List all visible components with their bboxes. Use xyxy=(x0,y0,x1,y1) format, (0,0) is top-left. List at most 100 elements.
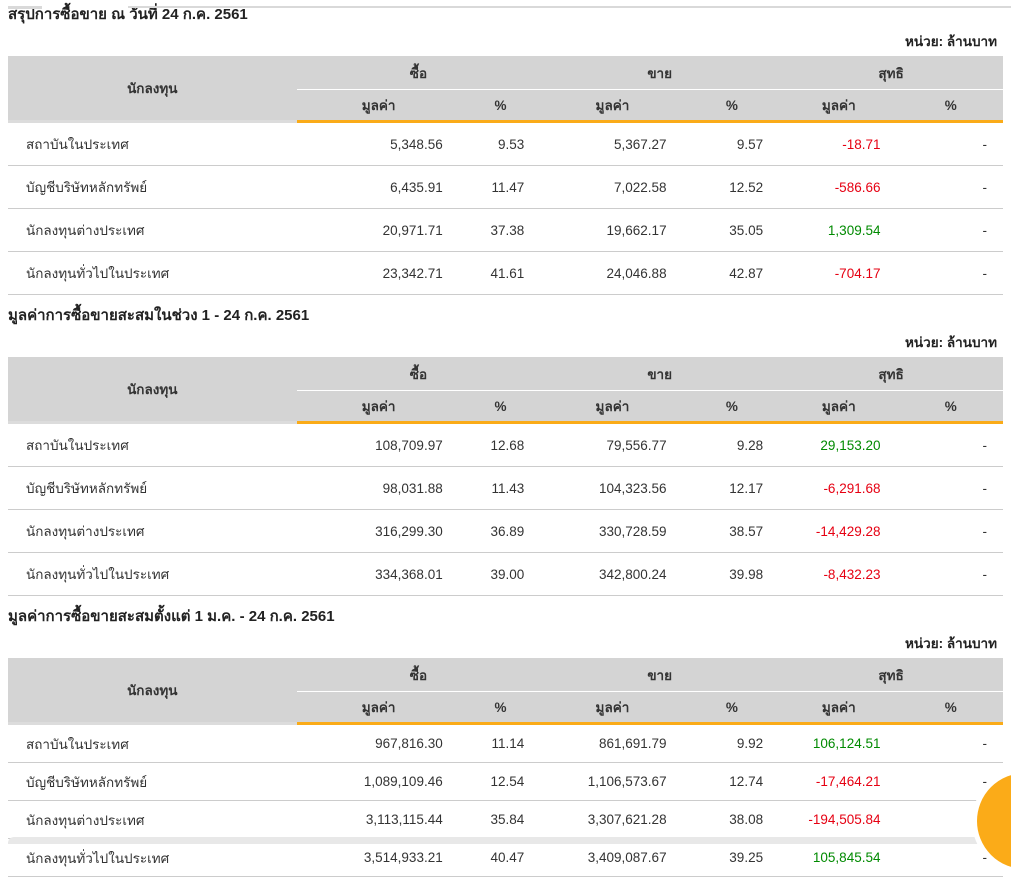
buy-percent: 11.43 xyxy=(460,466,541,510)
col-header-buy-value: มูลค่า xyxy=(296,390,461,424)
cropped-top-edge-line xyxy=(128,6,1011,8)
sell-percent: 12.17 xyxy=(684,466,780,510)
table-row: สถาบันในประเทศ 108,709.97 12.68 79,556.7… xyxy=(8,422,1003,467)
buy-value: 334,368.01 xyxy=(296,552,461,596)
investor-name: สถาบันในประเทศ xyxy=(8,121,297,166)
buy-value: 20,971.71 xyxy=(296,208,461,252)
investor-name: นักลงทุนต่างประเทศ xyxy=(8,800,297,839)
sell-value: 7,022.58 xyxy=(540,165,685,209)
sell-percent: 38.57 xyxy=(684,509,780,553)
sell-percent: 38.08 xyxy=(684,800,780,839)
investor-name: นักลงทุนต่างประเทศ xyxy=(8,208,297,252)
net-value: -18.71 xyxy=(779,121,899,166)
net-percent: - xyxy=(898,466,1003,510)
buy-value: 23,342.71 xyxy=(296,251,461,295)
buy-percent: 40.47 xyxy=(460,838,541,877)
sell-percent: 35.05 xyxy=(684,208,780,252)
sell-value: 3,409,087.67 xyxy=(540,838,685,877)
sell-percent: 9.92 xyxy=(684,723,780,763)
table-row: บัญชีบริษัทหลักทรัพย์ 98,031.88 11.43 10… xyxy=(8,466,1003,510)
net-percent: - xyxy=(898,121,1003,166)
buy-value: 967,816.30 xyxy=(296,723,461,763)
col-header-buy-value: มูลค่า xyxy=(296,691,461,725)
section-month-to-date: มูลค่าการซื้อขายสะสมในช่วง 1 - 24 ก.ค. 2… xyxy=(8,307,1003,596)
month-to-date-trading-table: นักลงทุน ซื้อ ขาย สุทธิ มูลค่า % มูลค่า … xyxy=(8,357,1003,596)
sell-value: 342,800.24 xyxy=(540,552,685,596)
buy-percent: 37.38 xyxy=(460,208,541,252)
col-header-sell-percent: % xyxy=(684,89,780,123)
sell-value: 330,728.59 xyxy=(540,509,685,553)
net-percent: - xyxy=(898,422,1003,467)
investor-name: นักลงทุนทั่วไปในประเทศ xyxy=(8,838,297,877)
sell-percent: 42.87 xyxy=(684,251,780,295)
col-header-net: สุทธิ xyxy=(779,56,1003,90)
col-header-sell: ขาย xyxy=(540,56,780,90)
net-value: 106,124.51 xyxy=(779,723,899,763)
buy-percent: 35.84 xyxy=(460,800,541,839)
daily-trading-table: นักลงทุน ซื้อ ขาย สุทธิ มูลค่า % มูลค่า … xyxy=(8,56,1003,295)
table-row: สถาบันในประเทศ 967,816.30 11.14 861,691.… xyxy=(8,723,1003,763)
sell-percent: 12.52 xyxy=(684,165,780,209)
sell-value: 104,323.56 xyxy=(540,466,685,510)
net-value: -8,432.23 xyxy=(779,552,899,596)
sell-value: 19,662.17 xyxy=(540,208,685,252)
col-header-net-value: มูลค่า xyxy=(779,89,899,123)
table-row: นักลงทุนต่างประเทศ 20,971.71 37.38 19,66… xyxy=(8,208,1003,252)
net-value: 1,309.54 xyxy=(779,208,899,252)
page-title: สรุปการซื้อขาย ณ วันที่ 24 ก.ค. 2561 xyxy=(8,6,248,23)
col-header-buy-percent: % xyxy=(460,691,541,725)
col-header-sell: ขาย xyxy=(540,357,780,391)
buy-percent: 11.14 xyxy=(460,723,541,763)
sell-value: 1,106,573.67 xyxy=(540,762,685,801)
col-header-buy: ซื้อ xyxy=(296,357,541,391)
buy-value: 3,514,933.21 xyxy=(296,838,461,877)
sell-percent: 39.98 xyxy=(684,552,780,596)
col-header-investor: นักลงทุน xyxy=(8,56,297,123)
sell-value: 79,556.77 xyxy=(540,422,685,467)
col-header-buy: ซื้อ xyxy=(296,658,541,692)
table-row: นักลงทุนทั่วไปในประเทศ 23,342.71 41.61 2… xyxy=(8,251,1003,295)
net-percent: - xyxy=(898,723,1003,763)
col-header-net: สุทธิ xyxy=(779,658,1003,692)
investor-name: สถาบันในประเทศ xyxy=(8,723,297,763)
col-header-net-value: มูลค่า xyxy=(779,390,899,424)
buy-percent: 9.53 xyxy=(460,121,541,166)
buy-value: 108,709.97 xyxy=(296,422,461,467)
col-header-sell-percent: % xyxy=(684,390,780,424)
table-row: สถาบันในประเทศ 5,348.56 9.53 5,367.27 9.… xyxy=(8,121,1003,166)
col-header-net-percent: % xyxy=(898,691,1003,725)
buy-percent: 36.89 xyxy=(460,509,541,553)
section-daily-summary: สรุปการซื้อขาย ณ วันที่ 24 ก.ค. 2561 หน่… xyxy=(8,6,1003,295)
investor-name: นักลงทุนต่างประเทศ xyxy=(8,509,297,553)
net-percent: - xyxy=(898,251,1003,295)
table-row: บัญชีบริษัทหลักทรัพย์ 6,435.91 11.47 7,0… xyxy=(8,165,1003,209)
col-header-net-value: มูลค่า xyxy=(779,691,899,725)
investor-name: บัญชีบริษัทหลักทรัพย์ xyxy=(8,165,297,209)
unit-label: หน่วย: ล้านบาท xyxy=(905,335,997,350)
col-header-investor: นักลงทุน xyxy=(8,357,297,424)
col-header-buy-value: มูลค่า xyxy=(296,89,461,123)
net-percent: - xyxy=(898,208,1003,252)
table-row: นักลงทุนทั่วไปในประเทศ 334,368.01 39.00 … xyxy=(8,552,1003,596)
net-percent: - xyxy=(898,509,1003,553)
buy-value: 1,089,109.46 xyxy=(296,762,461,801)
sell-percent: 9.28 xyxy=(684,422,780,467)
buy-percent: 11.47 xyxy=(460,165,541,209)
col-header-sell-value: มูลค่า xyxy=(540,89,685,123)
investor-name: สถาบันในประเทศ xyxy=(8,422,297,467)
buy-value: 98,031.88 xyxy=(296,466,461,510)
investor-name: นักลงทุนทั่วไปในประเทศ xyxy=(8,251,297,295)
col-header-sell: ขาย xyxy=(540,658,780,692)
buy-percent: 12.68 xyxy=(460,422,541,467)
sell-value: 24,046.88 xyxy=(540,251,685,295)
buy-percent: 41.61 xyxy=(460,251,541,295)
col-header-net: สุทธิ xyxy=(779,357,1003,391)
section-title: มูลค่าการซื้อขายสะสมในช่วง 1 - 24 ก.ค. 2… xyxy=(8,307,310,324)
buy-value: 316,299.30 xyxy=(296,509,461,553)
investor-name: บัญชีบริษัทหลักทรัพย์ xyxy=(8,762,297,801)
col-header-buy-percent: % xyxy=(460,390,541,424)
col-header-investor: นักลงทุน xyxy=(8,658,297,725)
table-row: บัญชีบริษัทหลักทรัพย์ 1,089,109.46 12.54… xyxy=(8,762,1003,801)
net-value: -194,505.84 xyxy=(779,800,899,839)
net-value: 29,153.20 xyxy=(779,422,899,467)
